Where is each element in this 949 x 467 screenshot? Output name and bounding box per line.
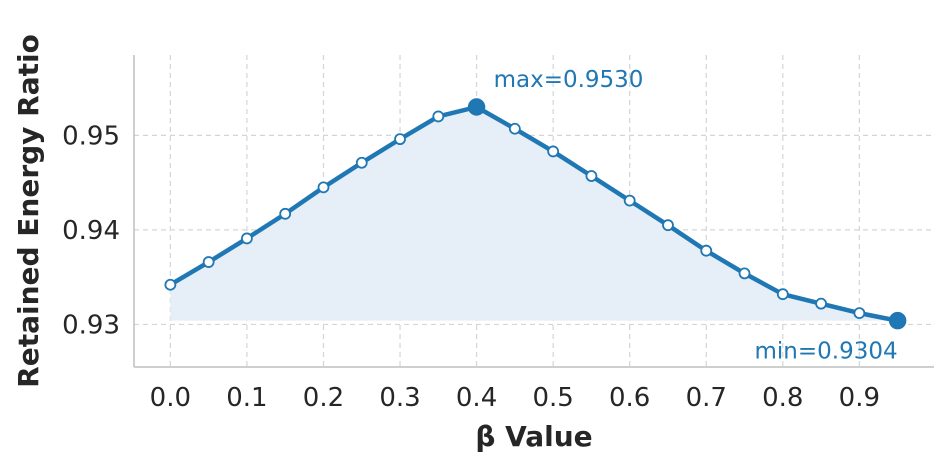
data-point — [585, 170, 598, 182]
y-axis-title: Retained Energy Ratio — [12, 34, 45, 388]
x-tick-label: 0.1 — [226, 383, 267, 413]
data-point — [547, 145, 560, 158]
x-tick-label: 0.5 — [532, 383, 573, 413]
x-tick-label: 0.3 — [379, 383, 420, 413]
y-tick-label: 0.93 — [62, 310, 120, 340]
data-point — [355, 156, 368, 169]
data-point — [662, 219, 674, 232]
area-fill — [170, 107, 898, 321]
data-points — [164, 98, 907, 330]
data-point — [394, 133, 406, 146]
series-line-path — [168, 104, 900, 323]
x-tick-label: 0.7 — [686, 383, 727, 413]
x-tick-label: 0.2 — [303, 383, 344, 413]
x-axis-title: β Value — [475, 420, 592, 453]
data-point — [279, 207, 292, 220]
x-tick-label: 0.4 — [456, 383, 497, 413]
data-point — [241, 232, 253, 245]
min-annotation: min=0.9304 — [755, 339, 898, 365]
data-point — [623, 194, 636, 207]
x-tick-label: 0.8 — [762, 383, 803, 413]
annotations: max=0.9530 min=0.9304 — [494, 67, 898, 365]
data-point — [432, 110, 445, 123]
y-tick-label: 0.95 — [62, 121, 120, 151]
series-line — [168, 104, 900, 323]
data-point — [815, 297, 827, 310]
axes — [133, 55, 934, 368]
max-annotation: max=0.9530 — [494, 67, 644, 93]
data-point — [164, 278, 177, 291]
data-point — [776, 288, 789, 301]
data-point — [853, 307, 866, 320]
area-fill-shape — [170, 107, 898, 321]
data-point — [317, 181, 330, 194]
data-point — [738, 267, 751, 280]
tick-labels: 0.0 0.1 0.2 0.3 0.4 0.5 0.6 0.7 0.8 0.9 0.93 0.94 0.… — [62, 121, 880, 413]
data-point — [700, 244, 713, 257]
x-tick-label: 0.0 — [150, 383, 191, 413]
data-point — [508, 122, 521, 135]
data-point — [202, 256, 215, 268]
x-tick-label: 0.9 — [839, 383, 880, 413]
max-point — [467, 98, 486, 116]
x-tick-label: 0.6 — [609, 383, 650, 413]
y-tick-label: 0.94 — [62, 216, 120, 246]
min-point — [888, 311, 907, 330]
